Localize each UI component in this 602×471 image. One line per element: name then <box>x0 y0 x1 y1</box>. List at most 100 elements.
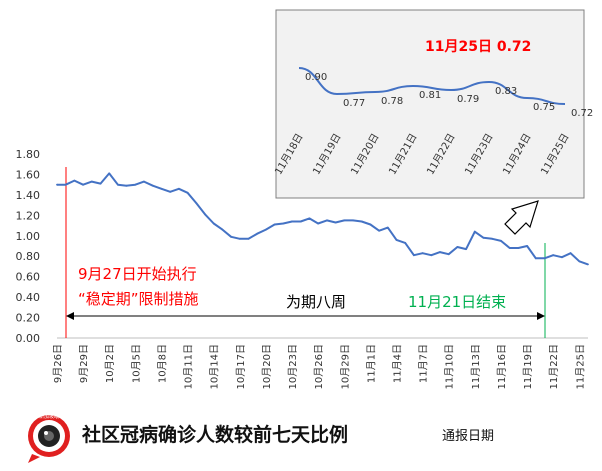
callout-arrow-icon <box>504 200 539 235</box>
main-data-point <box>221 228 224 231</box>
main-data-point <box>378 229 380 232</box>
main-data-point <box>369 223 372 226</box>
main-data-point <box>473 230 476 233</box>
inset-data-label: 0.79 <box>457 94 479 105</box>
camera-lens-logo-icon: 新加坡眼 <box>28 413 70 463</box>
main-data-point <box>73 179 76 182</box>
main-data-point <box>587 263 589 266</box>
x-tick-label: 10月2日 <box>104 344 116 383</box>
inset-data-label: 0.72 <box>571 108 593 119</box>
y-tick-label: 0.40 <box>16 291 41 304</box>
main-data-point <box>247 237 250 240</box>
main-data-point <box>395 239 398 241</box>
main-data-point <box>204 213 206 216</box>
x-tick-label: 11月25日 <box>574 344 586 389</box>
x-tick-label: 10月26日 <box>313 344 325 389</box>
x-tick-label: 11月7日 <box>418 344 430 383</box>
x-tick-label: 10月20日 <box>261 344 273 389</box>
inset-data-label: 0.83 <box>495 86 517 97</box>
main-data-point <box>230 235 233 238</box>
y-tick-label: 0.00 <box>16 332 41 345</box>
main-data-point <box>82 183 84 186</box>
main-data-point <box>90 180 93 183</box>
x-tick-label: 10月11日 <box>183 344 195 389</box>
period-annotation: 为期八周 <box>286 293 346 311</box>
x-tick-label: 9月29日 <box>78 344 90 383</box>
x-tick-label: 11月16日 <box>496 344 508 389</box>
main-data-point <box>291 220 293 223</box>
logo: 新加坡眼 <box>26 408 72 464</box>
main-data-point <box>508 247 511 249</box>
x-tick-label: 11月4日 <box>391 344 403 383</box>
x-tick-label: 11月1日 <box>365 344 377 383</box>
main-data-point <box>273 223 276 226</box>
main-data-point <box>343 219 346 222</box>
main-data-point <box>482 236 485 239</box>
main-data-point <box>552 254 555 257</box>
main-data-point <box>526 245 528 247</box>
main-data-point <box>282 222 285 225</box>
inset-data-label: 0.90 <box>305 72 327 83</box>
end-annotation: 11月21日结束 <box>408 293 506 311</box>
x-axis-caption: 通报日期 <box>442 429 495 444</box>
main-data-point <box>160 187 163 190</box>
x-tick-label: 11月19日 <box>522 344 534 389</box>
x-tick-label: 10月5日 <box>130 344 142 383</box>
main-data-point <box>326 219 328 222</box>
y-tick-label: 0.80 <box>16 250 41 263</box>
main-data-point <box>64 183 67 186</box>
main-data-point <box>500 240 502 242</box>
main-data-point <box>108 172 111 175</box>
x-tick-label: 9月26日 <box>52 344 64 383</box>
main-data-point <box>352 219 354 222</box>
main-data-point <box>256 232 259 235</box>
main-data-point <box>439 251 441 254</box>
y-tick-label: 0.20 <box>16 312 41 325</box>
main-data-point <box>561 256 563 259</box>
main-data-point <box>125 184 128 187</box>
start-annotation-line1: 9月27日开始执行 <box>78 265 197 283</box>
main-data-point <box>517 247 520 249</box>
x-tick-label: 10月29日 <box>339 344 351 389</box>
inset-series-line <box>298 67 566 105</box>
main-data-point <box>151 184 154 187</box>
inset-panel <box>275 9 585 199</box>
main-data-point <box>299 220 302 223</box>
x-tick-label: 11月22日 <box>548 344 560 389</box>
start-annotation-line2: “稳定期”限制措施 <box>78 290 199 308</box>
period-arrow-left <box>66 312 74 320</box>
x-tick-label: 10月23日 <box>287 344 299 389</box>
main-data-point <box>465 248 467 251</box>
x-tick-label: 10月17日 <box>235 344 247 389</box>
main-data-point <box>386 226 389 229</box>
x-tick-label: 10月8日 <box>156 344 168 383</box>
main-data-point <box>186 191 189 194</box>
main-data-point <box>308 217 311 220</box>
main-data-point <box>143 180 145 183</box>
y-tick-label: 1.20 <box>16 209 41 222</box>
period-arrow-right <box>537 312 545 320</box>
inset-data-label: 0.77 <box>343 98 365 109</box>
main-data-point <box>195 202 198 205</box>
main-data-point <box>334 221 337 224</box>
main-data-point <box>430 254 433 257</box>
main-data-point <box>569 252 572 255</box>
main-data-point <box>360 220 363 223</box>
main-data-point <box>169 190 172 193</box>
main-data-point <box>56 183 58 186</box>
main-data-point <box>413 254 415 257</box>
main-data-point <box>543 257 546 260</box>
main-data-point <box>212 222 215 225</box>
main-data-point <box>456 246 459 248</box>
main-data-point <box>117 183 119 186</box>
main-data-point <box>238 237 241 240</box>
y-tick-label: 1.60 <box>16 168 41 181</box>
x-tick-label: 11月13日 <box>470 344 482 389</box>
main-data-point <box>317 222 319 225</box>
inset-data-label: 0.75 <box>533 102 555 113</box>
y-tick-label: 1.80 <box>16 148 41 161</box>
x-tick-label: 10月14日 <box>209 344 221 389</box>
y-tick-label: 1.00 <box>16 230 41 243</box>
main-data-point <box>447 253 450 256</box>
